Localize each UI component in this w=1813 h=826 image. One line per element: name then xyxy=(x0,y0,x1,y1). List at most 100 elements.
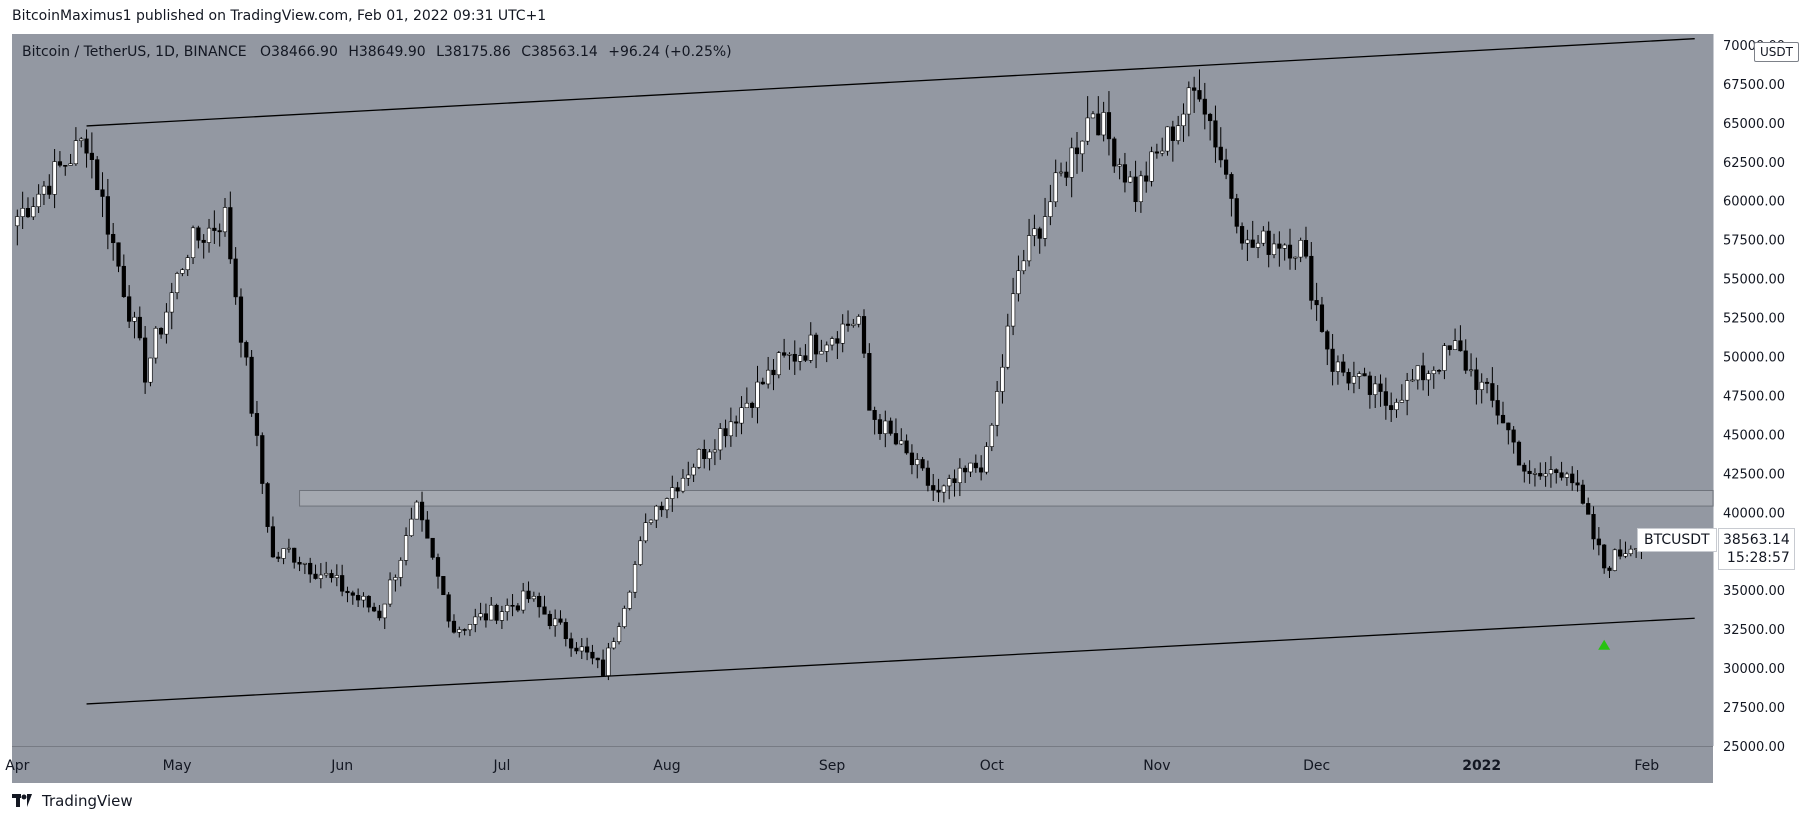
candle xyxy=(691,463,696,482)
price-axis[interactable] xyxy=(1713,34,1802,746)
candle xyxy=(324,561,329,578)
candle xyxy=(1452,328,1458,351)
candle xyxy=(1117,158,1122,180)
candle xyxy=(1165,126,1170,156)
candle xyxy=(31,197,36,220)
candle xyxy=(1255,235,1261,259)
y-tick-label: 57500.00 xyxy=(1723,234,1785,249)
candle xyxy=(1314,282,1319,321)
y-tick-label: 52500.00 xyxy=(1723,312,1785,327)
candle xyxy=(1495,385,1500,425)
candle xyxy=(1341,354,1346,377)
y-tick-label: 32500.00 xyxy=(1723,623,1785,638)
lower-channel-trendline[interactable] xyxy=(86,617,1695,705)
candle xyxy=(414,500,419,520)
ohlc-legend: Bitcoin / TetherUS, 1D, BINANCE O38466.9… xyxy=(22,44,738,60)
candle xyxy=(1357,371,1362,390)
candle xyxy=(1399,384,1404,403)
candle xyxy=(270,516,276,558)
candle xyxy=(435,553,441,589)
candle xyxy=(1090,111,1096,119)
candle xyxy=(1277,231,1282,267)
currency-unit-badge[interactable]: USDT xyxy=(1754,42,1799,62)
candle xyxy=(377,605,382,621)
candle xyxy=(1538,462,1543,480)
symbol-line: Bitcoin / TetherUS, 1D, BINANCE xyxy=(22,44,247,60)
candle xyxy=(979,455,984,481)
candle xyxy=(632,561,638,599)
candle xyxy=(451,614,457,634)
candle xyxy=(515,603,520,613)
candle xyxy=(1128,171,1133,184)
candle xyxy=(25,197,31,218)
candle xyxy=(1426,370,1431,396)
candle xyxy=(190,225,196,265)
candle xyxy=(52,149,57,209)
chart-area[interactable] xyxy=(12,34,1713,746)
candle xyxy=(1479,373,1484,404)
candle xyxy=(829,336,835,351)
candle xyxy=(1309,242,1314,310)
y-tick-label: 55000.00 xyxy=(1723,273,1785,288)
support-resistance-zone xyxy=(299,489,1714,507)
candle xyxy=(483,603,489,628)
candle xyxy=(664,497,670,519)
candle xyxy=(696,448,702,470)
candle xyxy=(1591,506,1596,550)
close-key: C xyxy=(521,44,531,60)
candle xyxy=(1564,471,1569,486)
candle xyxy=(973,454,978,473)
candle xyxy=(1596,527,1601,556)
candle xyxy=(835,331,840,359)
candle xyxy=(925,460,930,492)
candle xyxy=(1042,197,1048,247)
candle xyxy=(872,406,877,435)
candle xyxy=(579,638,584,659)
low-key: L xyxy=(436,44,444,60)
candle xyxy=(590,644,595,665)
candle xyxy=(915,453,920,479)
candle xyxy=(47,174,52,199)
candle xyxy=(84,129,89,168)
footer-brand-text: TradingView xyxy=(42,792,133,810)
candle xyxy=(1458,325,1463,352)
candle xyxy=(1618,539,1623,560)
y-tick-label: 27500.00 xyxy=(1723,701,1785,716)
candle xyxy=(957,458,962,497)
candle xyxy=(1010,277,1016,336)
candle xyxy=(936,478,941,502)
time-axis[interactable] xyxy=(12,746,1713,783)
candle xyxy=(702,439,707,469)
candle xyxy=(79,136,84,148)
candle xyxy=(1623,541,1628,559)
candle xyxy=(1021,249,1026,275)
candle xyxy=(265,482,270,533)
y-tick-label: 65000.00 xyxy=(1723,117,1785,132)
candle xyxy=(382,603,387,630)
candle xyxy=(1330,334,1335,386)
candle xyxy=(1224,148,1229,180)
candle xyxy=(473,608,478,633)
y-tick-label: 35000.00 xyxy=(1723,584,1785,599)
candle xyxy=(132,311,137,339)
candle xyxy=(1149,146,1154,187)
upper-channel-trendline[interactable] xyxy=(86,38,1695,127)
candle xyxy=(393,574,398,592)
candle xyxy=(808,322,813,364)
candle xyxy=(600,649,606,677)
candle xyxy=(1197,69,1202,102)
bar-countdown: 15:28:57 xyxy=(1726,550,1790,566)
symbol-price-label: BTCUSDT xyxy=(1637,528,1717,552)
footer-brand[interactable]: TradingView xyxy=(12,792,133,810)
candle xyxy=(174,271,180,300)
candle xyxy=(787,352,792,370)
candle xyxy=(1192,76,1197,113)
candle xyxy=(712,439,717,466)
candle xyxy=(824,341,829,363)
open-value: 38466.90 xyxy=(271,44,338,60)
candle xyxy=(1378,374,1383,407)
y-tick-label: 60000.00 xyxy=(1723,195,1785,210)
candle xyxy=(121,254,126,298)
candle xyxy=(1351,361,1356,394)
